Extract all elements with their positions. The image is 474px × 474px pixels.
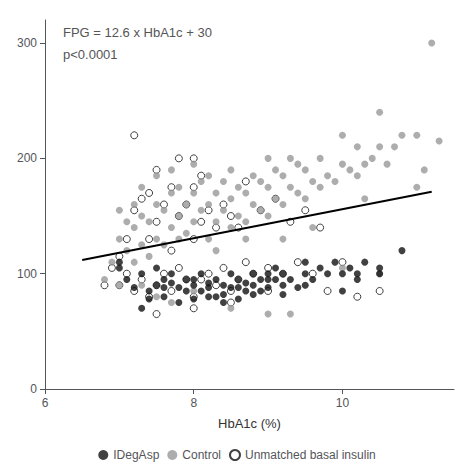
svg-text:FPG = 12.6 x HbA1c + 30: FPG = 12.6 x HbA1c + 30 xyxy=(63,25,212,40)
svg-text:HbA1c (%): HbA1c (%) xyxy=(218,416,281,431)
svg-text:IDegAsp: IDegAsp xyxy=(113,448,159,462)
svg-text:200: 200 xyxy=(17,151,37,165)
svg-text:6: 6 xyxy=(42,396,49,410)
svg-text:0: 0 xyxy=(30,382,37,396)
svg-text:Unmatched basal insulin: Unmatched basal insulin xyxy=(245,448,376,462)
svg-text:8: 8 xyxy=(190,396,197,410)
svg-text:300: 300 xyxy=(17,36,37,50)
svg-text:p<0.0001: p<0.0001 xyxy=(63,47,118,62)
svg-text:10: 10 xyxy=(336,396,350,410)
svg-text:Control: Control xyxy=(182,448,221,462)
svg-text:100: 100 xyxy=(17,267,37,281)
